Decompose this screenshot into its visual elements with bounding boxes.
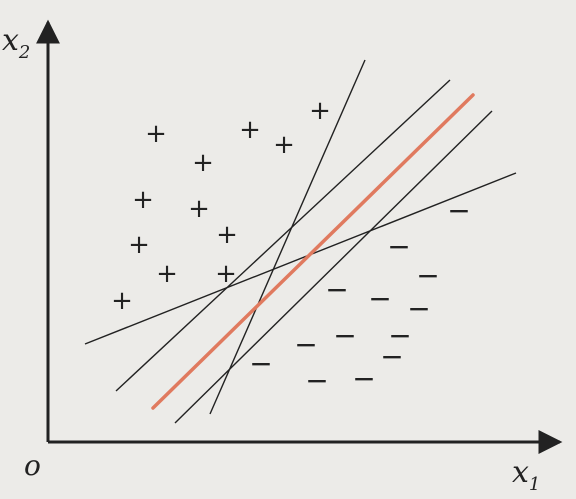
positive-points: + + + + + + + + + + + +	[111, 96, 331, 316]
positive-point: +	[188, 194, 210, 224]
positive-point: +	[273, 130, 295, 160]
positive-point: +	[309, 96, 331, 126]
positive-point: +	[216, 220, 238, 250]
x-axis-label: x1	[512, 455, 540, 495]
negative-point: −	[294, 328, 317, 361]
positive-point: +	[156, 259, 178, 289]
negative-point: −	[387, 230, 410, 263]
candidate-lines	[84, 59, 517, 424]
positive-point: +	[145, 119, 167, 149]
negative-point: −	[447, 194, 470, 227]
negative-point: −	[368, 282, 391, 315]
negative-point: −	[416, 259, 439, 292]
candidate-line-2	[115, 79, 451, 392]
negative-point: −	[388, 319, 411, 352]
negative-point: −	[249, 347, 272, 380]
candidate-line-4	[174, 110, 493, 424]
origin-label: o	[24, 449, 41, 482]
negative-point: −	[305, 364, 328, 397]
positive-point: +	[239, 115, 261, 145]
positive-point: +	[192, 148, 214, 178]
optimal-separating-line	[151, 93, 475, 410]
candidate-line-1	[84, 172, 517, 345]
negative-point: −	[333, 319, 356, 352]
candidate-line-3	[209, 59, 366, 415]
negative-point: −	[407, 292, 430, 325]
positive-point: +	[111, 286, 133, 316]
negative-point: −	[352, 362, 375, 395]
positive-point: +	[215, 259, 237, 289]
positive-point: +	[132, 185, 154, 215]
negative-point: −	[325, 273, 348, 306]
negative-points: − − − − − − − − − − − − −	[249, 194, 470, 397]
y-axis-label: x2	[2, 23, 30, 63]
negative-point: −	[380, 340, 403, 373]
positive-point: +	[128, 230, 150, 260]
